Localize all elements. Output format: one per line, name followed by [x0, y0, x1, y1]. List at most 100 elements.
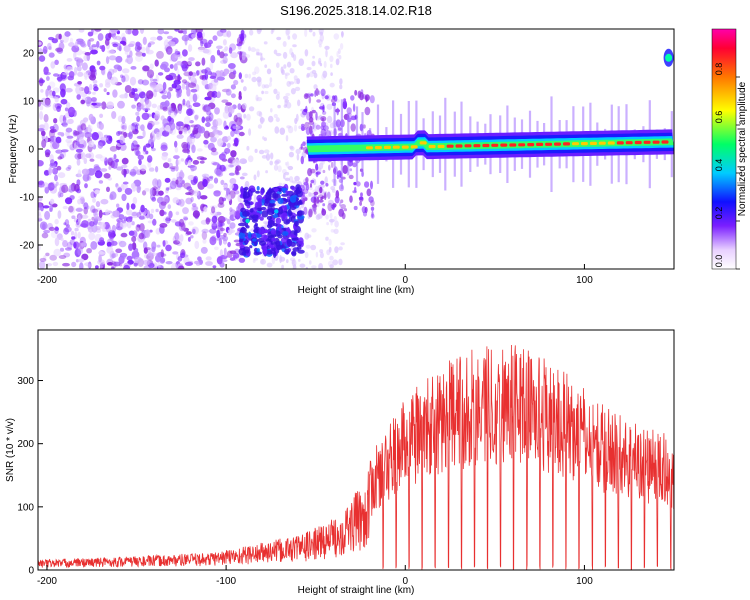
noise-speckle	[178, 30, 184, 34]
transition-speckle	[327, 191, 331, 200]
noise-speckle	[181, 64, 188, 72]
faint-speckle	[305, 244, 311, 249]
blob-speckle	[271, 238, 277, 242]
noise-speckle	[230, 93, 236, 99]
x-tick-label: -100	[216, 576, 236, 587]
noise-speckle	[167, 204, 172, 210]
noise-speckle	[213, 177, 219, 184]
noise-speckle	[206, 49, 212, 55]
noise-speckle	[174, 232, 180, 241]
noise-speckle	[197, 126, 206, 134]
faint-speckle	[329, 212, 333, 219]
noise-speckle	[121, 68, 130, 74]
main-line-peak	[437, 144, 445, 148]
noise-speckle	[87, 31, 94, 37]
faint-speckle	[324, 176, 328, 185]
noise-speckle	[94, 216, 100, 220]
transition-speckle	[320, 180, 325, 185]
noise-speckle	[117, 187, 122, 193]
blob-speckle	[277, 197, 284, 205]
noise-speckle	[160, 201, 167, 206]
noise-speckle	[178, 92, 182, 98]
noise-speckle	[202, 238, 207, 244]
noise-speckle	[39, 221, 48, 230]
noise-speckle	[167, 48, 172, 54]
noise-speckle	[157, 261, 161, 269]
noise-speckle	[128, 216, 133, 220]
noise-speckle	[230, 52, 238, 59]
noise-speckle	[226, 142, 231, 149]
noise-speckle	[75, 138, 80, 146]
noise-speckle	[183, 127, 188, 135]
noise-speckle	[107, 49, 116, 54]
noise-speckle	[215, 169, 222, 176]
transition-speckle	[325, 183, 329, 187]
faint-speckle	[339, 84, 343, 90]
noise-speckle	[53, 118, 58, 124]
faint-speckle	[247, 155, 254, 163]
noise-speckle	[84, 262, 92, 267]
faint-speckle	[338, 258, 343, 266]
faint-speckle	[291, 52, 295, 58]
noise-speckle	[38, 160, 44, 167]
faint-speckle	[243, 33, 247, 41]
noise-speckle	[167, 41, 176, 45]
noise-speckle	[183, 116, 191, 125]
noise-speckle	[205, 261, 213, 266]
noise-speckle	[140, 46, 147, 52]
noise-speckle	[68, 42, 75, 47]
noise-speckle	[53, 248, 61, 257]
noise-speckle	[61, 122, 68, 126]
noise-speckle	[55, 181, 59, 186]
noise-speckle	[74, 227, 79, 232]
noise-speckle	[178, 105, 182, 114]
main-line-peak	[401, 145, 409, 149]
noise-speckle	[47, 182, 55, 191]
transition-speckle	[319, 186, 323, 194]
transition-speckle	[305, 105, 308, 114]
noise-speckle	[126, 221, 132, 229]
noise-speckle	[106, 228, 114, 232]
noise-speckle	[182, 60, 188, 65]
noise-speckle	[89, 38, 95, 42]
noise-speckle	[117, 100, 125, 109]
noise-speckle	[43, 99, 52, 108]
faint-speckle	[313, 84, 318, 90]
noise-speckle	[120, 74, 124, 78]
noise-speckle	[73, 130, 80, 136]
faint-speckle	[263, 221, 268, 225]
faint-speckle	[256, 97, 263, 102]
y-tick-label: 20	[23, 49, 35, 60]
noise-speckle	[181, 79, 188, 84]
blob-speckle	[246, 204, 251, 209]
faint-speckle	[304, 251, 309, 259]
noise-speckle	[214, 246, 219, 251]
noise-speckle	[66, 135, 74, 139]
noise-speckle	[81, 220, 89, 228]
noise-speckle	[158, 190, 164, 196]
faint-speckle	[330, 63, 333, 69]
noise-speckle	[68, 205, 74, 213]
noise-speckle	[123, 216, 128, 222]
faint-speckle	[325, 214, 329, 220]
transition-speckle	[303, 93, 309, 100]
main-line-peak	[509, 143, 517, 147]
noise-speckle	[110, 240, 118, 246]
noise-speckle	[73, 51, 77, 60]
transition-speckle	[359, 201, 362, 206]
noise-speckle	[99, 83, 103, 88]
transition-speckle	[324, 192, 327, 201]
noise-speckle	[61, 184, 69, 193]
noise-speckle	[173, 79, 181, 85]
noise-speckle	[101, 44, 106, 53]
faint-speckle	[338, 55, 342, 60]
faint-speckle	[318, 115, 321, 120]
noise-speckle	[60, 98, 68, 105]
transition-speckle	[322, 169, 326, 174]
noise-speckle	[87, 140, 95, 148]
noise-speckle	[160, 249, 164, 258]
faint-speckle	[289, 68, 295, 74]
faint-speckle	[273, 49, 278, 55]
noise-speckle	[206, 176, 214, 181]
